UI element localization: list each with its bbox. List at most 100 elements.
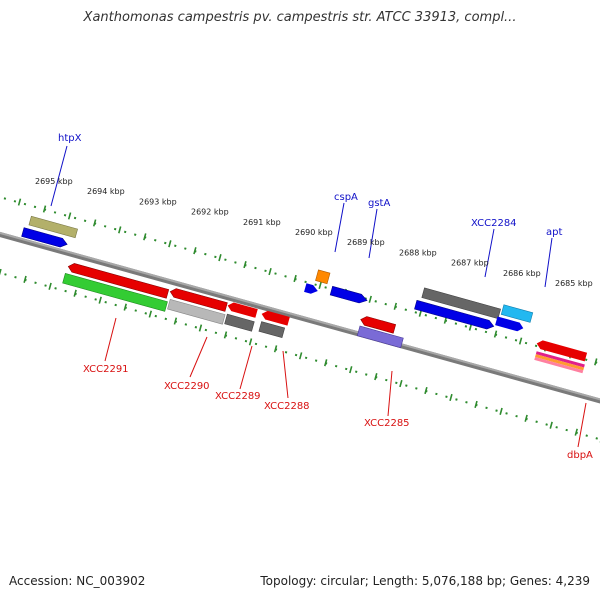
inner-ruler-dot <box>465 401 468 404</box>
outer-ruler-dot <box>123 230 127 234</box>
dbpA-red-feature[interactable] <box>536 339 588 362</box>
cspA-gene[interactable] <box>315 269 331 285</box>
outer-ruler-dot <box>254 266 257 270</box>
outer-ruler-dot <box>53 211 57 214</box>
inner-ruler-dot <box>194 326 198 329</box>
dbpA-gene[interactable] <box>534 356 584 374</box>
outer-ruler-dot <box>374 300 377 303</box>
XCC2289-red-feature[interactable] <box>226 301 258 318</box>
gene-label-XCC2284[interactable]: XCC2284 <box>471 218 517 229</box>
dbpA-stack-magenta[interactable] <box>535 351 585 368</box>
inner-ruler-dot <box>14 275 17 279</box>
inner-ruler-dot <box>284 351 288 354</box>
gene-label-htpX[interactable]: htpX <box>58 133 82 144</box>
XCC2285-gene[interactable] <box>356 325 404 349</box>
outer-ruler-dot <box>434 316 438 320</box>
gene-label-dbpA[interactable]: dbpA <box>567 450 593 461</box>
inner-ruler-tick <box>48 282 52 290</box>
inner-ruler-dot <box>415 387 418 390</box>
outer-ruler-dot <box>23 202 27 206</box>
inner-ruler-tick <box>399 379 403 388</box>
gene-label-XCC2289[interactable]: XCC2289 <box>215 391 261 402</box>
outer-ruler-dot <box>284 275 287 278</box>
inner-ruler-tick <box>198 324 203 332</box>
apt-blue-feature[interactable] <box>495 316 524 332</box>
kbp-label: 2687 kbp <box>451 259 489 268</box>
map-rotated-group <box>0 175 600 443</box>
inner-ruler-dot <box>405 384 408 387</box>
outer-ruler-dot <box>63 213 67 217</box>
inner-ruler-dot <box>555 426 558 429</box>
XCC2284-gene[interactable] <box>421 287 501 320</box>
XCC2288-gene[interactable] <box>258 321 286 339</box>
inner-ruler-tick <box>0 268 2 276</box>
gstA-feature[interactable] <box>329 285 368 305</box>
outer-ruler-dot <box>524 341 528 345</box>
outer-ruler-tick <box>518 337 523 345</box>
gene-label-XCC2291[interactable]: XCC2291 <box>83 364 129 375</box>
inner-ruler-dot <box>565 428 568 432</box>
cspA-blue-feature[interactable] <box>304 283 319 295</box>
inner-ruler-dot <box>34 281 37 285</box>
inner-ruler-dot <box>154 314 158 318</box>
inner-ruler-tick <box>23 275 27 283</box>
XCC2288-red-feature[interactable] <box>260 309 290 326</box>
outer-ruler-tick <box>143 233 147 241</box>
htpX-blue-feature[interactable] <box>21 227 69 249</box>
outer-ruler-tick <box>594 358 598 366</box>
gene-label-cspA[interactable]: cspA <box>334 192 358 203</box>
apt-gene[interactable] <box>500 304 534 323</box>
outer-ruler-tick <box>92 219 97 227</box>
outer-ruler-dot <box>214 255 217 259</box>
inner-ruler-dot <box>495 409 498 412</box>
inner-ruler-dot <box>344 367 348 371</box>
gene-label-gstA[interactable]: gstA <box>368 198 390 209</box>
XCC2284-blue-feature[interactable] <box>414 299 495 330</box>
gene-label-XCC2290[interactable]: XCC2290 <box>164 381 210 392</box>
gene-label-XCC2285[interactable]: XCC2285 <box>364 418 410 429</box>
outer-ruler-dot <box>514 339 518 342</box>
outer-ruler-dot <box>73 216 77 220</box>
apt-leader <box>544 237 553 288</box>
outer-ruler-dot <box>83 219 87 223</box>
outer-ruler-dot <box>584 358 588 361</box>
inner-ruler-dot <box>184 323 188 326</box>
outer-ruler-tick <box>268 267 272 276</box>
inner-ruler-dot <box>545 423 548 426</box>
XCC2290-gene[interactable] <box>167 298 226 325</box>
kbp-label: 2693 kbp <box>139 197 177 206</box>
outer-ruler-dot <box>474 327 478 331</box>
outer-ruler-dot <box>103 225 107 228</box>
outer-ruler-tick <box>67 212 72 220</box>
gene-label-XCC2288[interactable]: XCC2288 <box>264 401 310 412</box>
htpX-gene[interactable] <box>28 215 78 239</box>
inner-ruler-tick <box>273 345 278 353</box>
inner-ruler-dot <box>114 303 117 307</box>
kbp-label: 2685 kbp <box>555 279 593 288</box>
inner-ruler-dot <box>304 356 308 360</box>
dbpA-stack-orange[interactable] <box>535 354 585 371</box>
kbp-labels: 2695 kbp 2694 kbp 2693 kbp 2692 kbp 2691 kbp… <box>35 177 593 288</box>
outer-ruler-tick <box>118 226 122 234</box>
XCC2289-leader <box>239 345 253 390</box>
inner-ruler-dot <box>535 420 538 423</box>
XCC2288-leader <box>282 350 289 399</box>
XCC2290-leader <box>189 336 208 378</box>
outer-ruler-dot <box>234 261 237 264</box>
XCC2291-gene[interactable] <box>62 273 168 312</box>
inner-ruler-dot <box>395 381 398 385</box>
XCC2289-gene[interactable] <box>224 313 255 332</box>
label-leaders <box>50 145 587 448</box>
outer-ruler-tick <box>42 205 47 213</box>
kbp-label: 2694 kbp <box>87 187 125 196</box>
XCC2285-red-feature[interactable] <box>360 315 397 334</box>
inner-ruler-dot <box>455 398 458 401</box>
inner-ruler-tick <box>148 310 153 318</box>
XCC2291-red-feature[interactable] <box>67 262 170 299</box>
XCC2290-red-feature[interactable] <box>169 287 228 312</box>
gene-label-apt[interactable]: apt <box>546 227 562 238</box>
outer-ruler-dot <box>204 252 207 256</box>
inner-ruler-dot <box>595 437 598 440</box>
inner-ruler-tick <box>98 296 102 304</box>
